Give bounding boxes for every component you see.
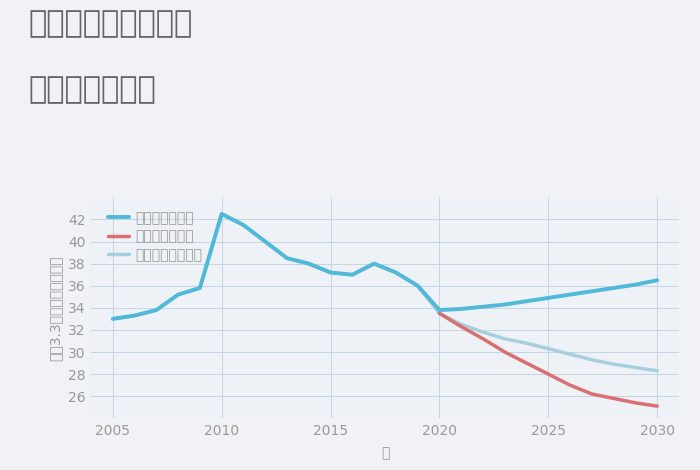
ノーマルシナリオ — [370, 261, 378, 266]
Legend: グッドシナリオ, バッドシナリオ, ノーマルシナリオ: グッドシナリオ, バッドシナリオ, ノーマルシナリオ — [104, 206, 207, 266]
グッドシナリオ — [500, 302, 509, 307]
X-axis label: 年: 年 — [381, 446, 389, 460]
ノーマルシナリオ — [522, 340, 531, 346]
グッドシナリオ — [196, 285, 204, 291]
ノーマルシナリオ — [500, 336, 509, 342]
グッドシナリオ — [588, 289, 596, 294]
バッドシナリオ — [500, 349, 509, 355]
グッドシナリオ — [218, 211, 226, 217]
ノーマルシナリオ — [392, 270, 400, 275]
グッドシナリオ — [544, 295, 552, 301]
グッドシナリオ — [566, 292, 574, 298]
バッドシナリオ — [435, 311, 444, 316]
ノーマルシナリオ — [588, 357, 596, 362]
ノーマルシナリオ — [239, 222, 248, 228]
グッドシナリオ — [130, 313, 139, 318]
バッドシナリオ — [522, 360, 531, 366]
グッドシナリオ — [348, 272, 356, 277]
バッドシナリオ — [457, 324, 466, 329]
ノーマルシナリオ — [152, 307, 160, 313]
グッドシナリオ — [653, 277, 662, 283]
ノーマルシナリオ — [435, 311, 444, 316]
ノーマルシナリオ — [566, 352, 574, 357]
バッドシナリオ — [631, 400, 640, 406]
バッドシナリオ — [610, 396, 618, 401]
ノーマルシナリオ — [610, 361, 618, 367]
ノーマルシナリオ — [479, 329, 487, 335]
ノーマルシナリオ — [414, 283, 422, 289]
Line: ノーマルシナリオ: ノーマルシナリオ — [113, 214, 657, 371]
ノーマルシナリオ — [304, 261, 313, 266]
バッドシナリオ — [479, 336, 487, 342]
ノーマルシナリオ — [348, 272, 356, 277]
グッドシナリオ — [304, 261, 313, 266]
グッドシナリオ — [370, 261, 378, 266]
ノーマルシナリオ — [196, 285, 204, 291]
グッドシナリオ — [152, 307, 160, 313]
ノーマルシナリオ — [130, 313, 139, 318]
Line: バッドシナリオ: バッドシナリオ — [440, 313, 657, 406]
グッドシナリオ — [392, 270, 400, 275]
ノーマルシナリオ — [261, 239, 270, 244]
グッドシナリオ — [283, 255, 291, 261]
ノーマルシナリオ — [283, 255, 291, 261]
ノーマルシナリオ — [631, 365, 640, 370]
グッドシナリオ — [414, 283, 422, 289]
グッドシナリオ — [435, 307, 444, 313]
バッドシナリオ — [653, 403, 662, 409]
バッドシナリオ — [588, 391, 596, 397]
グッドシナリオ — [457, 306, 466, 312]
グッドシナリオ — [479, 304, 487, 310]
Y-axis label: 坪（3.3㎡）単価（万円）: 坪（3.3㎡）単価（万円） — [48, 255, 62, 360]
ノーマルシナリオ — [174, 292, 182, 298]
Line: グッドシナリオ: グッドシナリオ — [113, 214, 657, 319]
グッドシナリオ — [610, 285, 618, 291]
ノーマルシナリオ — [218, 211, 226, 217]
ノーマルシナリオ — [108, 316, 117, 321]
ノーマルシナリオ — [457, 321, 466, 327]
グッドシナリオ — [326, 270, 335, 275]
グッドシナリオ — [239, 222, 248, 228]
グッドシナリオ — [522, 298, 531, 304]
バッドシナリオ — [544, 371, 552, 377]
ノーマルシナリオ — [326, 270, 335, 275]
グッドシナリオ — [631, 282, 640, 288]
Text: 埼玉県久喜市青葉の: 埼玉県久喜市青葉の — [28, 9, 192, 39]
バッドシナリオ — [566, 383, 574, 388]
グッドシナリオ — [261, 239, 270, 244]
ノーマルシナリオ — [653, 368, 662, 374]
グッドシナリオ — [174, 292, 182, 298]
グッドシナリオ — [108, 316, 117, 321]
Text: 土地の価格推移: 土地の価格推移 — [28, 75, 155, 104]
ノーマルシナリオ — [544, 346, 552, 352]
